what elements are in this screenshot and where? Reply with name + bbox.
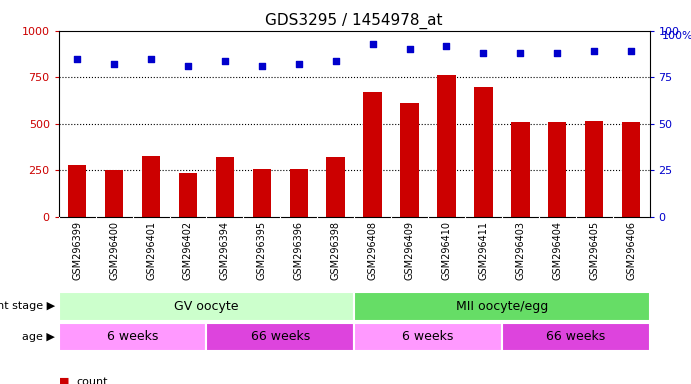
Point — [72, 56, 83, 62]
Bar — [142, 156, 160, 217]
Point — [256, 63, 267, 69]
Bar — [68, 165, 86, 217]
Bar — [354, 292, 650, 321]
Bar — [400, 103, 419, 217]
Point — [478, 50, 489, 56]
Point — [367, 41, 378, 47]
Text: GV oocyte: GV oocyte — [174, 300, 238, 313]
Text: GSM296410: GSM296410 — [442, 220, 451, 280]
Text: 6 weeks: 6 weeks — [107, 331, 158, 343]
Bar — [474, 87, 493, 217]
Text: GSM296411: GSM296411 — [478, 220, 489, 280]
Bar — [59, 323, 207, 351]
Point — [404, 46, 415, 53]
Bar — [502, 323, 650, 351]
Bar — [363, 92, 382, 217]
Text: GSM296394: GSM296394 — [220, 220, 230, 280]
Point — [551, 50, 562, 56]
Point — [625, 48, 636, 54]
Text: GSM296399: GSM296399 — [72, 220, 82, 280]
Text: GSM296404: GSM296404 — [552, 220, 562, 280]
Point — [441, 43, 452, 49]
Bar — [253, 169, 271, 217]
Bar — [354, 323, 502, 351]
Point — [108, 61, 120, 67]
Bar — [216, 157, 234, 217]
Bar — [290, 169, 308, 217]
Text: MII oocyte/egg: MII oocyte/egg — [455, 300, 548, 313]
Title: GDS3295 / 1454978_at: GDS3295 / 1454978_at — [265, 13, 443, 29]
Text: age ▶: age ▶ — [22, 332, 55, 342]
Text: 66 weeks: 66 weeks — [251, 331, 310, 343]
Bar — [326, 157, 345, 217]
Text: GSM296405: GSM296405 — [589, 220, 599, 280]
Text: count: count — [76, 377, 108, 384]
Bar — [59, 292, 354, 321]
Point — [330, 58, 341, 64]
Bar — [511, 122, 529, 217]
Point — [219, 58, 230, 64]
Bar — [585, 121, 603, 217]
Bar — [548, 122, 567, 217]
Text: GSM296396: GSM296396 — [294, 220, 304, 280]
Text: GSM296400: GSM296400 — [109, 220, 119, 280]
Bar — [437, 75, 455, 217]
Text: GSM296402: GSM296402 — [183, 220, 193, 280]
Bar — [207, 323, 354, 351]
Text: 66 weeks: 66 weeks — [546, 331, 605, 343]
Text: GSM296408: GSM296408 — [368, 220, 377, 280]
Text: 6 weeks: 6 weeks — [402, 331, 454, 343]
Bar — [105, 170, 124, 217]
Text: ■: ■ — [59, 377, 69, 384]
Bar — [622, 122, 641, 217]
Point — [515, 50, 526, 56]
Bar — [179, 173, 197, 217]
Text: GSM296403: GSM296403 — [515, 220, 525, 280]
Text: 100%: 100% — [661, 31, 691, 41]
Text: GSM296398: GSM296398 — [331, 220, 341, 280]
Text: GSM296395: GSM296395 — [257, 220, 267, 280]
Text: GSM296409: GSM296409 — [404, 220, 415, 280]
Text: development stage ▶: development stage ▶ — [0, 301, 55, 311]
Point — [293, 61, 304, 67]
Point — [182, 63, 193, 69]
Point — [146, 56, 157, 62]
Point — [589, 48, 600, 54]
Text: GSM296406: GSM296406 — [626, 220, 636, 280]
Text: GSM296401: GSM296401 — [146, 220, 156, 280]
